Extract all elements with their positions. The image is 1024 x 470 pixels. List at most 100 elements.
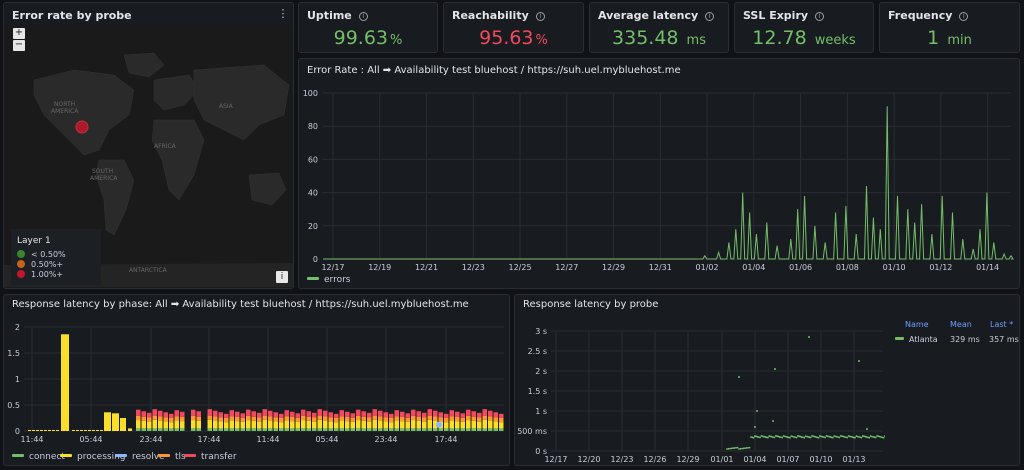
latency-probe-chart[interactable]: 0 s 500 ms 1 s 1.5 s 2 s 2.5 s 3 s 12/17 12/20 12…: [515, 295, 885, 466]
bar-segment: [262, 409, 267, 416]
data-point: [803, 436, 806, 439]
bar-segment: [345, 416, 350, 422]
bar-segment: [240, 417, 245, 422]
bar-segment: [334, 418, 339, 423]
info-icon[interactable]: i: [705, 12, 715, 21]
info-icon[interactable]: i: [815, 12, 825, 21]
x-tick-label: 12/23: [610, 455, 633, 464]
bar-segment: [196, 428, 201, 431]
bar-segment: [229, 428, 234, 431]
bar-segment: [284, 428, 289, 431]
bar-segment: [306, 420, 311, 429]
bar-segment: [328, 417, 333, 422]
bar-segment: [218, 417, 223, 422]
map-legend: Layer 1 < 0.50% 0.50%+ 1.00%+: [11, 229, 101, 285]
x-tick-label: 01/13: [842, 455, 865, 464]
bar-segment: [350, 428, 355, 431]
bar-segment: [444, 422, 449, 429]
legend-processing[interactable]: processing: [60, 452, 126, 462]
bar-segment: [367, 421, 372, 429]
legend-row-atlanta[interactable]: Atlanta: [895, 335, 938, 344]
bar-segment: [383, 412, 388, 418]
latency-phase-chart[interactable]: 0 0.5 1 1.5 2 11:44 05:44 23:44 17:44 11:44 05:44 2…: [4, 295, 510, 466]
info-icon[interactable]: i: [959, 12, 969, 21]
x-tick-label: 17:44: [434, 435, 457, 444]
legend-transfer[interactable]: transfer: [184, 452, 237, 462]
stat-title: Uptime i: [307, 9, 368, 22]
data-point: [747, 446, 749, 449]
panel-title: Response latency by phase: All ➡ Availab…: [12, 299, 469, 310]
bar-segment: [367, 412, 372, 418]
legend-header-last[interactable]: Last *: [990, 320, 1014, 329]
bar-segment: [449, 410, 454, 417]
x-tick-label: 12/19: [368, 263, 391, 272]
bar-segment: [493, 417, 498, 422]
bar-segment: [174, 410, 179, 417]
data-point: [754, 426, 756, 428]
data-point: [884, 435, 885, 437]
y-tick-label: 2.5 s: [528, 347, 547, 356]
y-tick-label: 100: [303, 89, 318, 98]
legend-connect[interactable]: connect: [12, 452, 65, 462]
bar-segment: [334, 422, 339, 429]
zoom-in-button[interactable]: +: [13, 27, 25, 39]
x-tick-label: 12/29: [602, 263, 625, 272]
bar-segment: [477, 417, 482, 422]
legend-tls[interactable]: tls: [158, 452, 186, 462]
info-icon[interactable]: i: [358, 12, 368, 21]
data-point: [748, 446, 751, 449]
legend-errors[interactable]: errors: [307, 275, 350, 285]
y-tick-label: 1: [15, 375, 20, 384]
bar-segment: [191, 415, 196, 421]
bar-segment: [235, 411, 240, 417]
x-tick-label: 12/29: [676, 455, 699, 464]
bar-segment: [240, 421, 245, 429]
stat-title: Reachability i: [452, 9, 545, 22]
bar-segment: [28, 429, 31, 431]
error-rate-panel: Error Rate : All ➡ Availability test blu…: [298, 58, 1020, 289]
bar-segment: [169, 413, 174, 418]
bar-segment: [433, 416, 438, 421]
bar-segment: [361, 428, 366, 431]
bar-segment: [411, 420, 416, 429]
bar-segment: [290, 421, 295, 429]
y-tick-label: 1.5: [7, 349, 20, 358]
bar-segment: [169, 418, 174, 423]
bar-segment: [152, 409, 157, 416]
bar-segment: [433, 420, 438, 429]
bar-segment: [471, 416, 476, 421]
data-point: [752, 436, 755, 439]
info-icon[interactable]: i: [535, 12, 545, 21]
svg-text:AFRICA: AFRICA: [154, 143, 177, 150]
x-tick-label: 01/02: [696, 263, 719, 272]
bar-segment: [240, 428, 245, 431]
x-tick-label: 01/01: [710, 455, 733, 464]
bar-segment: [88, 429, 91, 431]
bar-segment: [273, 417, 278, 422]
bar-segment: [218, 421, 223, 429]
x-tick-label: 01/10: [809, 455, 832, 464]
legend-header-name[interactable]: Name: [905, 320, 929, 329]
panel-menu-icon[interactable]: ⋮: [277, 7, 289, 20]
bar-segment: [422, 428, 427, 431]
bar-segment: [444, 428, 449, 431]
y-tick-label: 40: [308, 189, 318, 198]
bar-segment: [268, 416, 273, 421]
bar-segment: [378, 416, 383, 421]
bar-segment: [389, 428, 394, 431]
bar-segment: [180, 428, 185, 431]
bar-segment: [312, 428, 317, 431]
greenland-shape: [123, 52, 165, 78]
bar-segment: [136, 428, 141, 431]
error-rate-chart[interactable]: 0 20 40 60 80 100 12/17 12/19 12/21 12/23 12/25 12/…: [299, 59, 1020, 289]
x-tick-label: 12/23: [462, 263, 485, 272]
y-tick-label: 1 s: [535, 407, 547, 416]
bar-segment: [455, 428, 460, 431]
legend-header-mean[interactable]: Mean: [950, 320, 972, 329]
zoom-out-button[interactable]: −: [13, 39, 25, 51]
south-america-shape: [95, 159, 135, 236]
bar-segment: [361, 420, 366, 429]
map-attribution-icon[interactable]: i: [276, 271, 288, 283]
x-tick-label: 23:44: [374, 435, 397, 444]
legend-resolve[interactable]: resolve: [115, 452, 165, 462]
